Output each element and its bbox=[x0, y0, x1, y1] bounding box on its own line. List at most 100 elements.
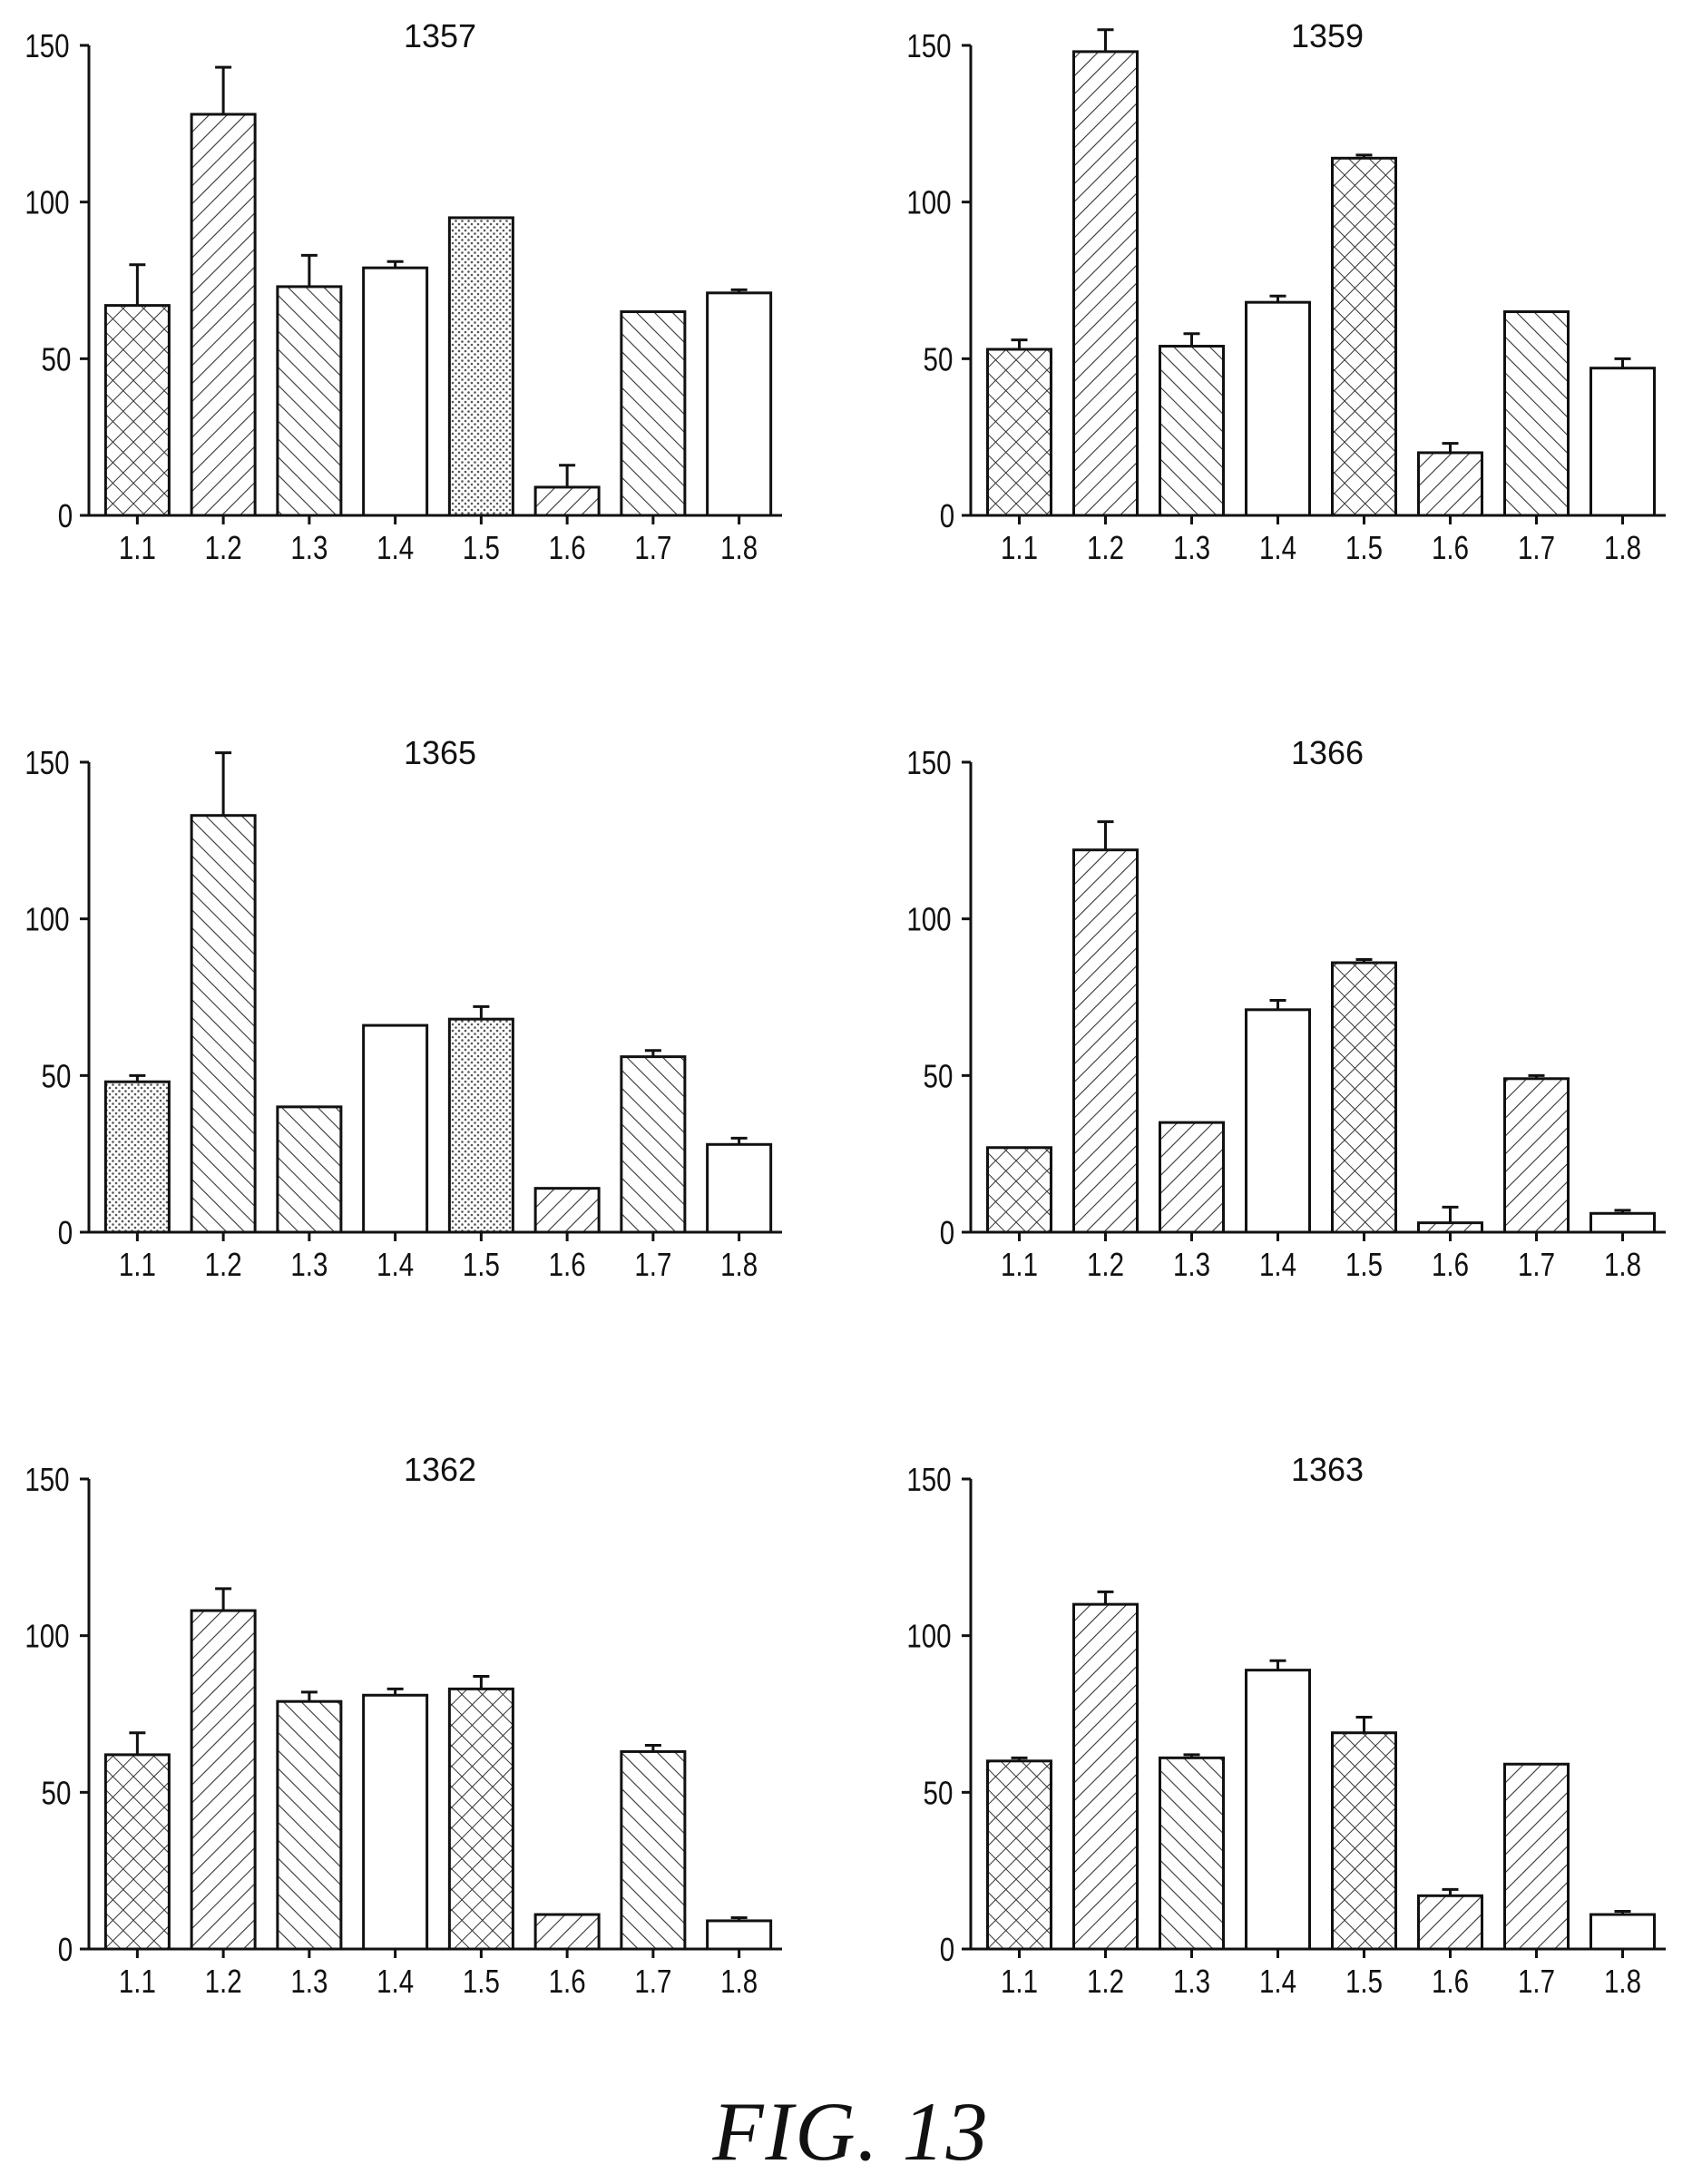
x-tick-label: 1.6 bbox=[1432, 1963, 1469, 1999]
bar-1.6 bbox=[1417, 451, 1483, 517]
bar-1.4 bbox=[1245, 1669, 1311, 1951]
x-tick-label: 1.8 bbox=[720, 1246, 758, 1282]
bar-1.3 bbox=[1159, 1756, 1225, 1951]
panel-title: 1363 bbox=[1291, 1451, 1364, 1488]
bar-1.1 bbox=[986, 348, 1052, 517]
y-tick-label: 100 bbox=[906, 1618, 951, 1654]
panel-title: 1366 bbox=[1291, 734, 1364, 771]
x-tick-label: 1.6 bbox=[1432, 1246, 1469, 1282]
bar-1.3 bbox=[1159, 1121, 1225, 1234]
y-tick-label: 50 bbox=[924, 341, 954, 377]
bar-1.1 bbox=[986, 1759, 1052, 1951]
x-tick-label: 1.3 bbox=[290, 1246, 328, 1282]
bar-1.2 bbox=[1072, 848, 1139, 1234]
bar-1.5 bbox=[447, 216, 514, 517]
bar-1.1 bbox=[986, 1146, 1052, 1234]
panel-title: 1357 bbox=[404, 17, 476, 54]
bar-1.5 bbox=[447, 1687, 514, 1951]
bar-1.4 bbox=[1245, 1008, 1311, 1234]
x-tick-label: 1.4 bbox=[377, 529, 414, 565]
panel-1357: 1357 0 50 100 150 1.1 1.2 1.3 1.4 1.5 1.6 1.7 1.8 bbox=[24, 17, 782, 566]
x-tick-label: 1.5 bbox=[463, 529, 500, 565]
figure-caption: FIG. 13 bbox=[712, 2085, 990, 2178]
bar-1.4 bbox=[362, 1693, 429, 1951]
bar-1.6 bbox=[533, 485, 601, 517]
x-tick-label: 1.1 bbox=[119, 529, 156, 565]
bar-1.3 bbox=[276, 1105, 343, 1234]
bar-1.7 bbox=[620, 1055, 687, 1234]
y-tick-label: 50 bbox=[42, 341, 72, 377]
y-tick-label: 100 bbox=[24, 1618, 69, 1654]
x-tick-label: 1.8 bbox=[720, 1963, 758, 1999]
panel-1359: 1359 0 50 100 150 1.1 1.2 1.3 1.4 1.5 1.6 1.7 1.8 bbox=[906, 17, 1666, 566]
bar-1.1 bbox=[103, 304, 171, 517]
bar-1.5 bbox=[1331, 156, 1397, 517]
y-tick-label: 100 bbox=[24, 901, 69, 937]
x-tick-label: 1.5 bbox=[1345, 1246, 1383, 1282]
bar-1.6 bbox=[533, 1913, 601, 1951]
y-tick-label: 50 bbox=[924, 1775, 954, 1811]
bar-1.7 bbox=[620, 310, 687, 517]
bar-1.8 bbox=[706, 291, 773, 517]
x-tick-label: 1.1 bbox=[1001, 1963, 1038, 1999]
y-tick-label: 150 bbox=[906, 1461, 951, 1497]
x-tick-label: 1.6 bbox=[1432, 529, 1469, 565]
x-tick-label: 1.2 bbox=[1087, 1246, 1124, 1282]
x-tick-label: 1.7 bbox=[634, 1963, 671, 1999]
x-tick-label: 1.6 bbox=[549, 529, 586, 565]
figure-canvas: 1357 0 50 100 150 1.1 1.2 1.3 1.4 1.5 1.6 1.7 1.8 1… bbox=[24, 17, 1666, 2000]
x-tick-label: 1.3 bbox=[1173, 529, 1210, 565]
panel-1362: 1362 0 50 100 150 1.1 1.2 1.3 1.4 1.5 1.6 1.7 1.8 bbox=[24, 1451, 782, 2000]
x-tick-label: 1.2 bbox=[205, 529, 242, 565]
bar-1.1 bbox=[103, 1753, 171, 1951]
y-tick-label: 150 bbox=[24, 744, 69, 780]
x-tick-label: 1.4 bbox=[1259, 1246, 1296, 1282]
panel-title: 1362 bbox=[404, 1451, 476, 1488]
bar-1.7 bbox=[1503, 1762, 1570, 1951]
panel-title: 1365 bbox=[404, 734, 476, 771]
bar-1.6 bbox=[1417, 1221, 1483, 1234]
x-tick-label: 1.4 bbox=[1259, 1963, 1296, 1999]
y-tick-label: 0 bbox=[940, 497, 954, 534]
y-tick-label: 50 bbox=[924, 1058, 954, 1094]
y-tick-label: 0 bbox=[58, 1931, 73, 1967]
bar-1.8 bbox=[1590, 1913, 1656, 1951]
y-tick-label: 0 bbox=[940, 1931, 954, 1967]
bar-1.5 bbox=[1331, 1731, 1397, 1951]
x-tick-label: 1.3 bbox=[1173, 1963, 1210, 1999]
y-tick-label: 50 bbox=[42, 1775, 72, 1811]
bar-1.2 bbox=[190, 113, 257, 517]
y-tick-label: 0 bbox=[58, 497, 73, 534]
x-tick-label: 1.7 bbox=[1518, 529, 1555, 565]
bar-1.2 bbox=[190, 1609, 257, 1951]
y-tick-label: 150 bbox=[24, 27, 69, 64]
y-tick-label: 100 bbox=[24, 184, 69, 220]
y-tick-label: 100 bbox=[906, 184, 951, 220]
x-tick-label: 1.8 bbox=[720, 529, 758, 565]
x-tick-label: 1.1 bbox=[119, 1963, 156, 1999]
x-tick-label: 1.7 bbox=[1518, 1246, 1555, 1282]
bar-1.5 bbox=[447, 1017, 514, 1234]
x-tick-label: 1.2 bbox=[205, 1963, 242, 1999]
x-tick-label: 1.1 bbox=[1001, 1246, 1038, 1282]
x-tick-label: 1.4 bbox=[377, 1963, 414, 1999]
x-tick-label: 1.3 bbox=[290, 1963, 328, 1999]
bar-1.7 bbox=[1503, 1077, 1570, 1234]
bar-1.8 bbox=[1590, 367, 1656, 517]
bar-1.6 bbox=[533, 1187, 601, 1234]
x-tick-label: 1.4 bbox=[1259, 529, 1296, 565]
x-tick-label: 1.5 bbox=[463, 1246, 500, 1282]
y-tick-label: 0 bbox=[58, 1214, 73, 1250]
panel-1366: 1366 0 50 100 150 1.1 1.2 1.3 1.4 1.5 1.6 1.7 1.8 bbox=[906, 734, 1666, 1283]
bar-1.2 bbox=[1072, 1602, 1139, 1951]
x-tick-label: 1.1 bbox=[1001, 529, 1038, 565]
bar-1.4 bbox=[1245, 300, 1311, 517]
x-tick-label: 1.5 bbox=[1345, 1963, 1383, 1999]
x-tick-label: 1.6 bbox=[549, 1246, 586, 1282]
x-tick-label: 1.5 bbox=[463, 1963, 500, 1999]
bar-1.8 bbox=[706, 1919, 773, 1951]
y-tick-label: 150 bbox=[24, 1461, 69, 1497]
bar-1.2 bbox=[1072, 50, 1139, 517]
bar-1.5 bbox=[1331, 961, 1397, 1234]
bar-1.7 bbox=[620, 1749, 687, 1951]
